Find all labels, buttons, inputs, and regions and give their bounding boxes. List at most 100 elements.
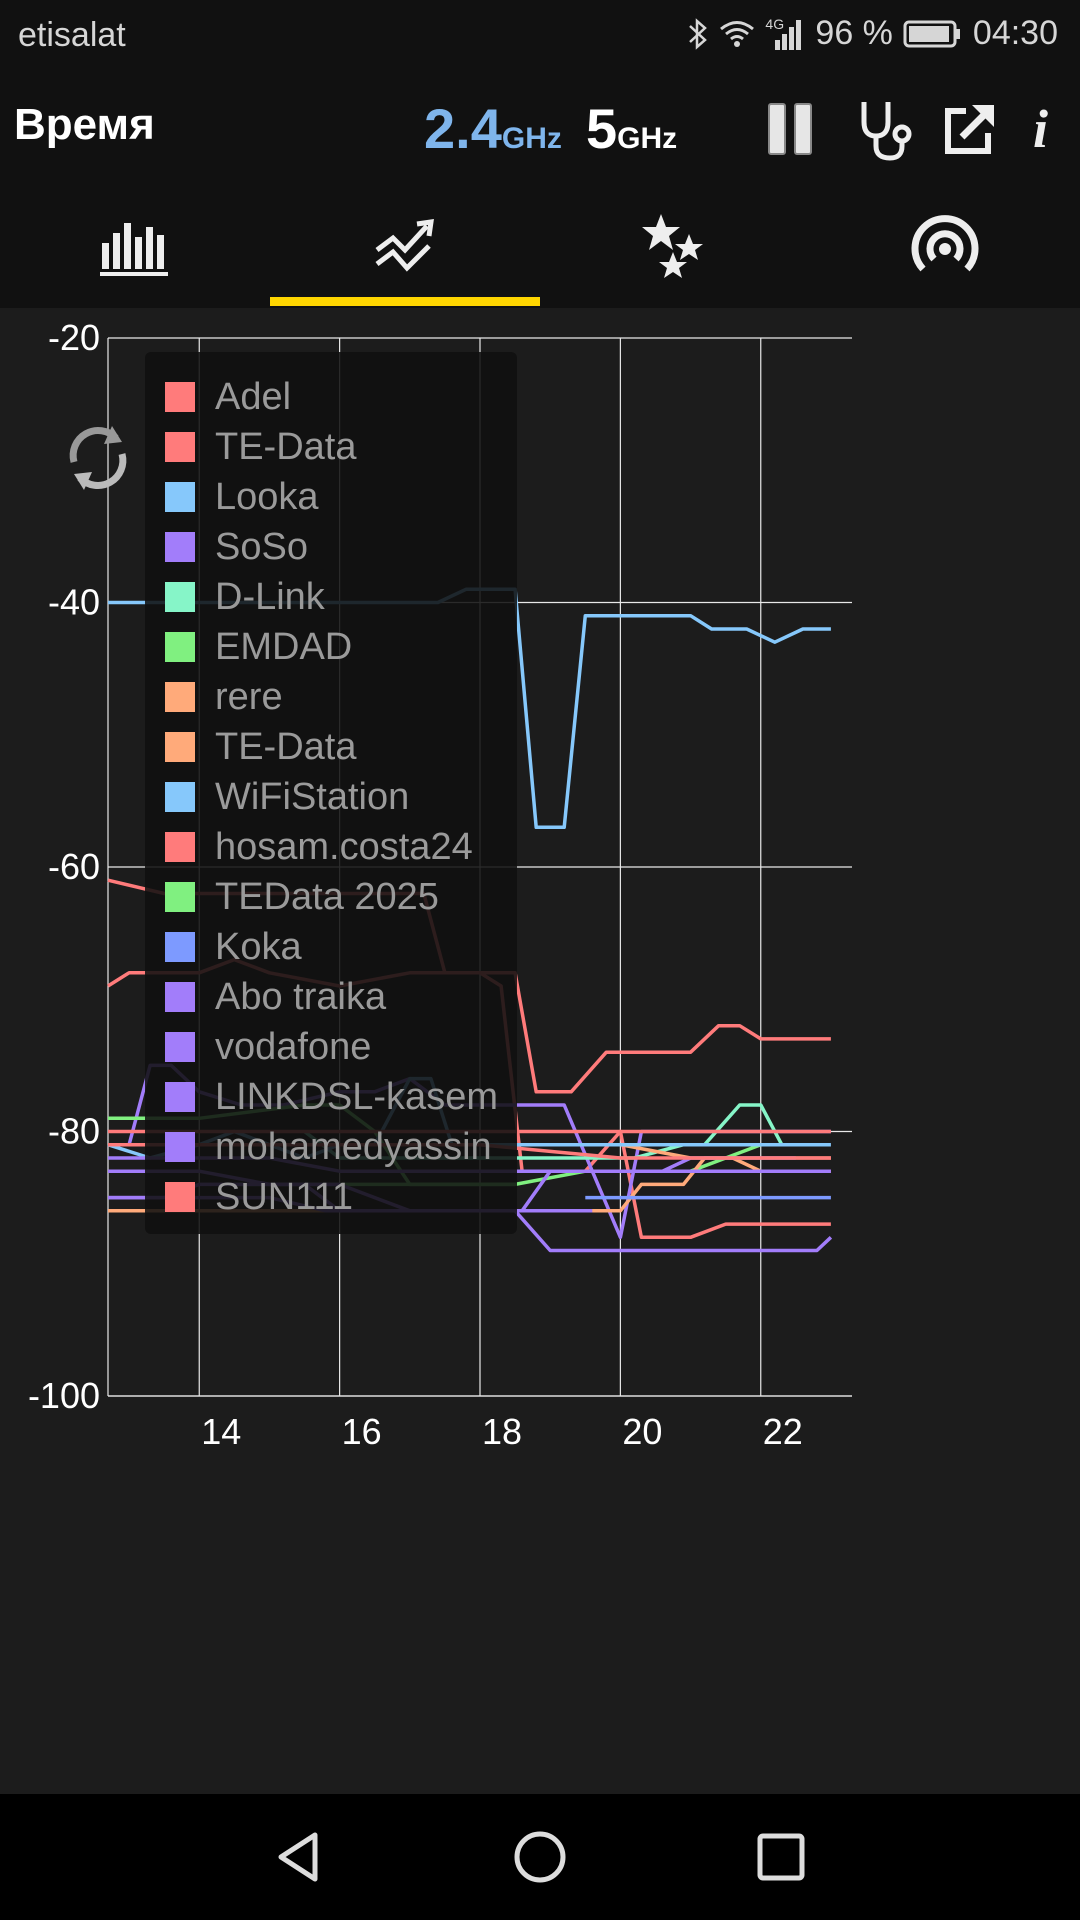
legend-label: TEData 2025: [215, 875, 439, 918]
legend-item: SoSo: [145, 522, 517, 572]
legend-label: SUN111: [215, 1175, 353, 1218]
legend-item: EMDAD: [145, 622, 517, 672]
tab-time-graph[interactable]: [270, 184, 540, 308]
diagnostics-button[interactable]: [852, 94, 922, 164]
legend-swatch: [165, 882, 195, 912]
legend-label: SoSo: [215, 525, 308, 568]
battery-percent: 96 %: [815, 14, 893, 52]
legend-swatch: [165, 382, 195, 412]
info-button[interactable]: i: [1010, 94, 1080, 164]
back-button[interactable]: [262, 1820, 336, 1894]
battery-icon: [903, 19, 963, 49]
band-5ghz-toggle[interactable]: 5GHz: [586, 96, 677, 161]
legend-swatch: [165, 982, 195, 1012]
legend-swatch: [165, 732, 195, 762]
legend-item: TE-Data: [145, 722, 517, 772]
legend-label: Adel: [215, 375, 292, 418]
y-tick-label: -20: [48, 317, 100, 358]
legend-swatch: [165, 932, 195, 962]
stethoscope-icon: [861, 102, 912, 161]
band-5-unit: GHz: [617, 122, 678, 155]
page-title: Время: [14, 100, 155, 149]
carrier-name: etisalat: [18, 16, 126, 54]
navigation-bar: [0, 1794, 1080, 1920]
x-tick-label: 22: [763, 1411, 803, 1452]
info-icon: i: [1033, 99, 1048, 159]
legend-swatch: [165, 532, 195, 562]
x-tick-label: 18: [482, 1411, 522, 1452]
legend-item: mohamedyassin: [145, 1122, 517, 1172]
legend-label: D-Link: [215, 575, 325, 618]
legend-item: TEData 2025: [145, 872, 517, 922]
legend-swatch: [165, 482, 195, 512]
legend-swatch: [165, 632, 195, 662]
legend-swatch: [165, 432, 195, 462]
legend-item: SUN111: [145, 1172, 517, 1222]
recents-icon: [757, 1833, 805, 1881]
legend-swatch: [165, 782, 195, 812]
clock: 04:30: [972, 14, 1058, 52]
legend-item: LINKDSL-kasem: [145, 1072, 517, 1122]
legend-item: vodafone: [145, 1022, 517, 1072]
legend-label: Abo traika: [215, 975, 387, 1018]
home-icon: [514, 1831, 566, 1883]
tab-channel-rating[interactable]: [540, 184, 810, 308]
legend-item: Koka: [145, 922, 517, 972]
legend-item: Abo traika: [145, 972, 517, 1022]
recents-button[interactable]: [744, 1820, 818, 1894]
chart-legend: Adel TE-Data Looka SoSo D-Link EMDAD rere TE-Da…: [145, 352, 517, 1234]
legend-swatch: [165, 1132, 195, 1162]
pause-icon: [768, 103, 812, 155]
time-graph-icon: [375, 219, 434, 272]
access-point-icon: [911, 215, 979, 272]
status-bar: etisalat 4G 96 % 04:30: [0, 0, 1080, 72]
legend-item: TE-Data: [145, 422, 517, 472]
legend-label: WiFiStation: [215, 775, 410, 818]
y-tick-label: -60: [48, 846, 100, 887]
legend-label: hosam.costa24: [215, 825, 473, 868]
tab-bar-chart[interactable]: [0, 184, 270, 308]
legend-item: hosam.costa24: [145, 822, 517, 872]
band-2-4-unit: GHz: [501, 122, 562, 155]
legend-item: D-Link: [145, 572, 517, 622]
band-2-4ghz-toggle[interactable]: 2.4GHz: [424, 96, 562, 161]
legend-label: LINKDSL-kasem: [215, 1075, 498, 1118]
home-button[interactable]: [503, 1820, 577, 1894]
refresh-button[interactable]: [60, 420, 136, 496]
tab-bar: [0, 184, 1080, 308]
network-type: 4G: [765, 15, 785, 32]
tab-access-points[interactable]: [810, 184, 1080, 308]
legend-label: TE-Data: [215, 425, 357, 468]
x-tick-label: 16: [342, 1411, 382, 1452]
legend-swatch: [165, 1182, 195, 1212]
legend-swatch: [165, 682, 195, 712]
legend-item: rere: [145, 672, 517, 722]
legend-label: Looka: [215, 475, 319, 518]
bar-chart-icon: [100, 223, 168, 276]
legend-item: WiFiStation: [145, 772, 517, 822]
legend-label: mohamedyassin: [215, 1125, 492, 1168]
bluetooth-icon: [687, 16, 709, 52]
refresh-icon: [69, 426, 127, 490]
legend-label: rere: [215, 675, 283, 718]
legend-swatch: [165, 1082, 195, 1112]
share-button[interactable]: [935, 94, 1005, 164]
x-tick-label: 14: [201, 1411, 241, 1452]
legend-label: TE-Data: [215, 725, 357, 768]
legend-label: vodafone: [215, 1025, 372, 1068]
band-2-4-number: 2.4: [424, 97, 502, 160]
legend-item: Adel: [145, 372, 517, 422]
y-tick-label: -80: [48, 1111, 100, 1152]
y-tick-label: -40: [48, 582, 100, 623]
signal-icon: 4G: [765, 16, 805, 52]
app-bar: Время 2.4GHz 5GHz i: [0, 72, 1080, 184]
svg-text:i: i: [1033, 99, 1048, 159]
legend-swatch: [165, 1032, 195, 1062]
legend-label: Koka: [215, 925, 302, 968]
pause-button[interactable]: [755, 94, 825, 164]
legend-swatch: [165, 832, 195, 862]
band-5-number: 5: [586, 97, 618, 160]
x-tick-label: 20: [622, 1411, 662, 1452]
back-icon: [278, 1832, 318, 1882]
legend-item: Looka: [145, 472, 517, 522]
